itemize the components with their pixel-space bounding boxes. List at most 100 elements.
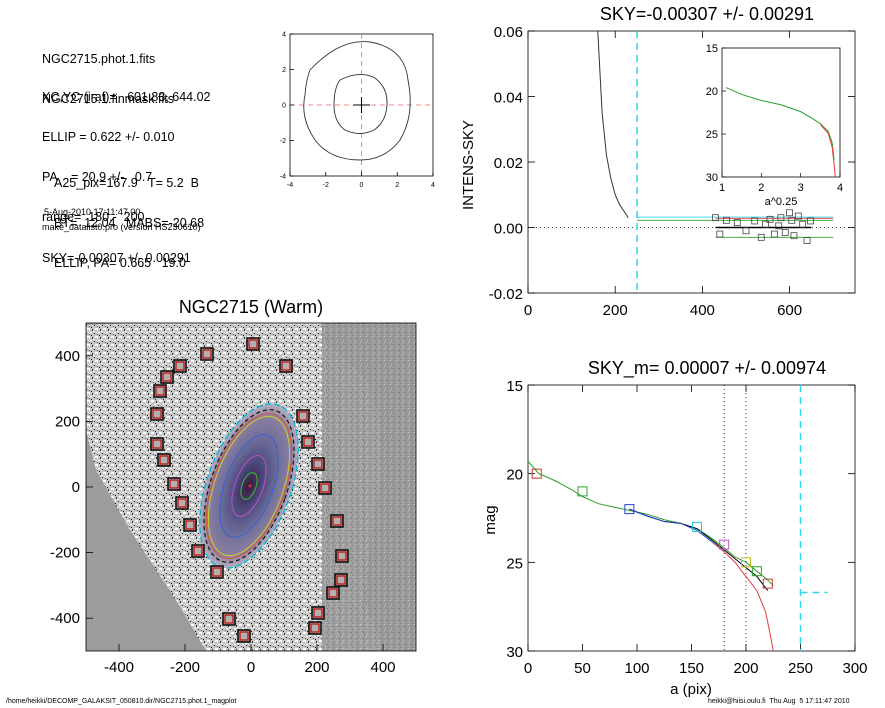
inset-ytick-label: 30 — [706, 172, 718, 184]
mag-series-line — [712, 542, 774, 652]
info-line: A25_pix=167.9 T= 5.2 B — [54, 175, 200, 190]
sky-box-inner — [336, 575, 346, 585]
image-xtick-label: 400 — [370, 659, 395, 676]
mag-xtick-label: 200 — [733, 660, 758, 677]
contour-xtick-label: -2 — [323, 182, 329, 189]
profile-ytick-label: 0.06 — [494, 24, 523, 41]
inset-plot: 1 2 3 4 15 20 25 30 a^0.25 — [706, 43, 843, 208]
sky-point — [766, 215, 774, 223]
mag-ytick-label: 15 — [506, 378, 523, 395]
contour-ytick-label: 2 — [282, 67, 286, 74]
info-block-c: A25_pix=167.9 T= 5.2 B BT= 12.04 MABS=-2… — [54, 150, 204, 284]
mag-marker — [691, 521, 702, 532]
sky-point — [733, 219, 741, 226]
sky-box-inner — [332, 516, 342, 526]
mag-xtick-label: 0 — [524, 660, 532, 677]
image-ytick-label: 0 — [72, 479, 80, 496]
sky-box-outer — [335, 549, 349, 563]
sky-box-inner — [162, 372, 172, 382]
contour-panel: -4 -2 0 2 4 4 2 0 -2 -4 — [280, 32, 435, 190]
sky-box-outer — [175, 496, 189, 510]
sky-box-outer — [318, 481, 332, 495]
sky-box-inner — [298, 411, 308, 421]
sky-box-inner — [185, 520, 195, 530]
profile-curve — [597, 30, 629, 218]
sky-box-outer — [153, 384, 167, 398]
contour-ytick-label: -2 — [280, 138, 286, 145]
sky-box-outer — [160, 370, 174, 384]
sky-point — [762, 220, 770, 228]
sky-box-outer — [296, 409, 310, 423]
image-ytick-label: 400 — [55, 348, 80, 365]
sky-box-inner — [152, 439, 162, 449]
info-line: ELLIP = 0.622 +/- 0.010 — [42, 130, 175, 145]
sky-box-outer — [246, 337, 260, 351]
sky-box-inner — [313, 459, 323, 469]
mag-marker — [751, 566, 762, 577]
sky-box-inner — [224, 614, 234, 624]
contour-xtick-label: 0 — [360, 182, 364, 189]
footer-path: /home/heikki/DECOMP_GALAKSIT_050810.dir/… — [6, 698, 237, 705]
sky-box-outer — [167, 477, 181, 491]
profile-title: SKY=-0.00307 +/- 0.00291 — [600, 4, 814, 24]
sky-box-inner — [193, 546, 203, 556]
sky-box-inner — [159, 455, 169, 465]
mag-ytick-label: 30 — [506, 644, 523, 661]
image-xtick-label: -200 — [170, 659, 200, 676]
inset-xtick-label: 2 — [758, 182, 764, 194]
contour-ytick-label: 4 — [282, 32, 286, 39]
mag-xtick-label: 300 — [842, 660, 867, 677]
image-xtick-label: 200 — [304, 659, 329, 676]
inset-series-line — [725, 87, 835, 160]
sky-box-outer — [279, 359, 293, 373]
sky-box-outer — [191, 544, 205, 558]
mag-title: SKY_m= 0.00007 +/- 0.00974 — [588, 358, 826, 379]
sky-box-outer — [301, 435, 315, 449]
sky-point — [742, 227, 750, 235]
sky-box-inner — [328, 588, 338, 598]
sky-point — [790, 232, 798, 240]
image-xtick-label: -400 — [104, 659, 134, 676]
contour-xtick-label: -4 — [287, 182, 293, 189]
mag-xtick-label: 50 — [574, 660, 591, 677]
profile-ytick-label: 0.00 — [494, 221, 523, 238]
inset-frame — [721, 47, 841, 178]
info-block-b: XC,YC (iraf)= 601.83, 644.02 ELLIP = 0.6… — [42, 64, 211, 279]
info-line: PA = 20.9 +/- 0.7 — [42, 170, 153, 185]
sky-box-inner — [152, 409, 162, 419]
mag-series-line — [629, 508, 725, 553]
sky-box-inner — [202, 349, 212, 359]
inset-xtick-label: 1 — [719, 182, 725, 194]
sky-point — [722, 216, 730, 224]
sky-box-outer — [173, 359, 187, 373]
info-block-a: NGC2715.phot.1.fits NGC2715.1.finmask.fi… — [42, 26, 174, 120]
inset-ytick-label: 20 — [706, 86, 718, 98]
info-line: range= 180.- 200. — [42, 210, 148, 225]
contour-ytick-label: 0 — [282, 103, 286, 110]
sky-point — [799, 220, 807, 228]
image-xtick-label: 0 — [247, 659, 255, 676]
sky-box-inner — [248, 339, 258, 349]
sky-box-outer — [311, 457, 325, 471]
sky-point — [794, 212, 802, 220]
mag-ytick-label: 20 — [506, 467, 523, 484]
sky-box-inner — [310, 623, 320, 633]
sky-box-inner — [155, 386, 165, 396]
mag-xtick-label: 100 — [624, 660, 649, 677]
info-line: SKY=-0.00307 +/- 0.00291 — [42, 250, 191, 265]
mag-marker — [624, 504, 635, 515]
mag-marker — [762, 578, 773, 589]
sky-box-outer — [150, 407, 164, 421]
inner-contour — [333, 74, 388, 134]
sky-box-outer — [222, 612, 236, 626]
mag-ylabel: mag — [482, 505, 499, 534]
inset-ytick-label: 15 — [706, 43, 718, 55]
sky-point — [786, 209, 793, 217]
sky-box-outer — [308, 621, 322, 635]
sky-box-outer — [200, 347, 214, 361]
mag-xtick-label: 150 — [679, 660, 704, 677]
sky-box-outer — [237, 629, 251, 643]
profile-xtick-label: 600 — [777, 302, 802, 319]
sky-box-outer — [157, 453, 171, 467]
sky-point — [712, 214, 719, 222]
